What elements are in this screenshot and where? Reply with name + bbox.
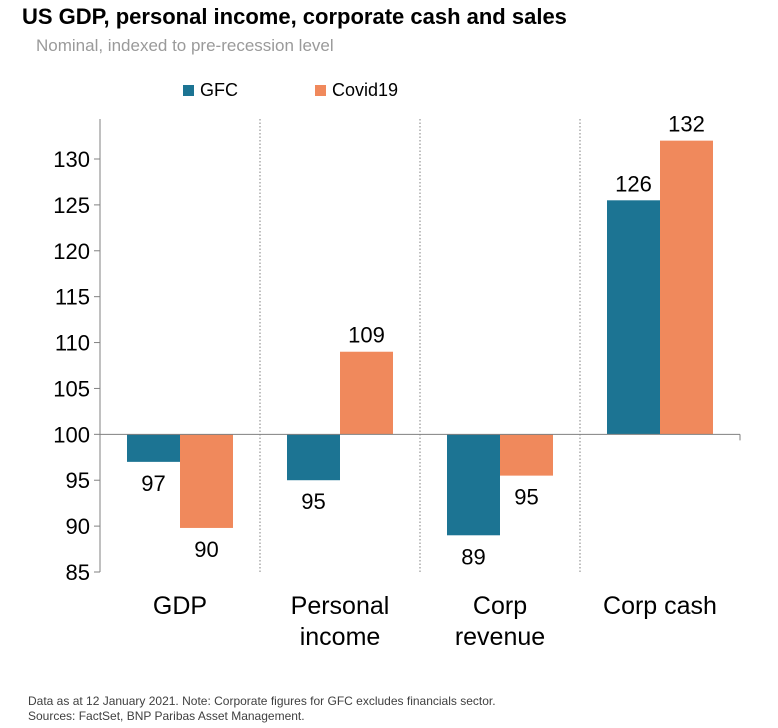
bar-gfc bbox=[287, 434, 340, 481]
legend-item-gfc: GFC bbox=[183, 80, 238, 101]
legend-item-covid19: Covid19 bbox=[315, 80, 398, 101]
bar-gfc bbox=[607, 200, 660, 435]
y-tick-label: 125 bbox=[53, 193, 90, 218]
y-tick-label: 115 bbox=[55, 285, 90, 310]
legend-swatch-gfc bbox=[183, 85, 194, 96]
legend-swatch-covid19 bbox=[315, 85, 326, 96]
data-label: 126 bbox=[615, 171, 652, 196]
y-tick-label: 90 bbox=[66, 514, 90, 539]
data-label: 90 bbox=[194, 537, 218, 562]
y-tick-label: 85 bbox=[66, 560, 90, 585]
category-label: Corp cash bbox=[603, 592, 717, 620]
category-label: Corp bbox=[473, 592, 527, 620]
y-tick-label: 100 bbox=[53, 422, 90, 447]
footnote-note: Data as at 12 January 2021. Note: Corpor… bbox=[28, 694, 496, 708]
bar-gfc bbox=[447, 434, 500, 536]
category-label: revenue bbox=[455, 623, 545, 651]
bar-covid19 bbox=[660, 140, 713, 435]
legend: GFC Covid19 bbox=[0, 80, 778, 104]
y-tick-label: 105 bbox=[53, 376, 90, 401]
legend-label-covid19: Covid19 bbox=[332, 80, 399, 100]
category-label: income bbox=[300, 623, 381, 651]
bar-gfc bbox=[127, 434, 180, 462]
footnote-sources: Sources: FactSet, BNP Paribas Asset Mana… bbox=[28, 709, 305, 723]
bar-covid19 bbox=[180, 434, 233, 528]
legend-label-gfc: GFC bbox=[200, 80, 238, 100]
data-label: 132 bbox=[668, 112, 705, 137]
data-label: 97 bbox=[141, 471, 165, 496]
y-tick-label: 95 bbox=[66, 468, 90, 493]
data-label: 89 bbox=[461, 544, 485, 569]
bar-chart: 85 90 95 100 105 110 115 120 125 130 97 90 GDP 95 109 P… bbox=[53, 112, 741, 651]
y-tick-label: 120 bbox=[53, 239, 90, 264]
category-label: Personal bbox=[291, 592, 390, 620]
bar-covid19 bbox=[340, 351, 393, 435]
data-label: 95 bbox=[301, 489, 325, 514]
footnote: Data as at 12 January 2021. Note: Corpor… bbox=[28, 694, 496, 724]
y-tick-label: 130 bbox=[53, 147, 90, 172]
chart-subtitle: Nominal, indexed to pre-recession level bbox=[36, 36, 334, 55]
chart-title: US GDP, personal income, corporate cash … bbox=[22, 4, 567, 29]
data-label: 109 bbox=[348, 323, 385, 348]
y-tick-label: 110 bbox=[55, 331, 90, 356]
category-label: GDP bbox=[153, 592, 207, 620]
bar-covid19 bbox=[500, 434, 553, 476]
data-label: 95 bbox=[514, 485, 538, 510]
